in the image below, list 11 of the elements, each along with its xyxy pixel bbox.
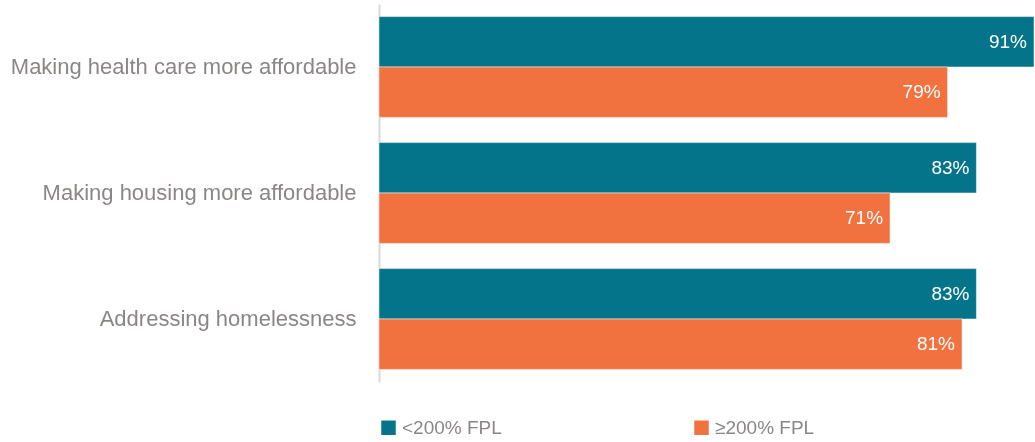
y-tick-label: Addressing homelessness (99, 306, 357, 331)
data-label: 83% (931, 156, 970, 178)
data-label: 71% (845, 207, 884, 229)
data-label: 81% (916, 333, 956, 355)
y-tick-label: Making health care more affordable (10, 54, 357, 79)
y-tick-label: Making housing more affordable (42, 180, 357, 205)
data-label: 83% (931, 282, 970, 304)
legend-label: <200% FPL (402, 416, 502, 438)
data-label: 79% (902, 81, 941, 103)
data-label: 91% (988, 30, 1028, 52)
legend-label: ≥200% FPL (715, 416, 815, 438)
